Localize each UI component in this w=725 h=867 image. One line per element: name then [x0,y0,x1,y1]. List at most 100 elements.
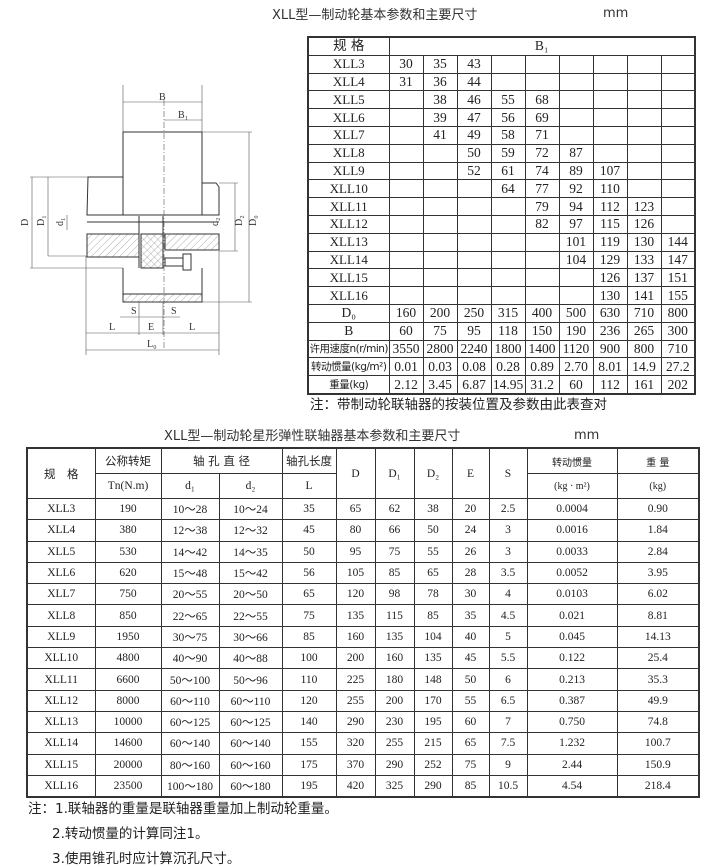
table-cell: 255 [335,689,376,712]
b1-cell [456,286,492,305]
table-cell: 325 [374,774,415,798]
param-value: 3550 [388,339,424,359]
table-row: XLL4 380 12～38 12～32 45 80 66 50 24 3 0.0016 1.84 [26,519,700,542]
table-cell: 135 [335,604,376,627]
b1-cell [524,250,560,270]
header-D2: D₂ [413,447,453,499]
param-value: 800 [660,303,696,323]
table-cell: 60～125 [218,710,283,734]
table-cell: 50 [413,519,453,542]
table-cell: 30～66 [218,625,283,649]
table-cell: 78 [413,583,453,606]
table-cell: XLL3 [26,497,96,521]
param-value: 3.45 [422,375,458,395]
header-bore-length: 轴孔长度 [281,447,337,474]
table-cell: 30 [451,583,490,606]
b1-cell: 147 [660,250,696,270]
param-row: D₀ 160 200 250 315 400 500 630 710 800 [307,303,696,323]
b1-cell: 46 [456,90,492,110]
table-cell: 0.90 [616,497,700,521]
param-row: B 60 75 95 118 150 190 236 265 300 [307,321,696,341]
table-cell: 1.232 [526,732,618,755]
label-B1: B₁ [178,110,188,121]
table-cell: 30～75 [160,625,220,649]
table-cell: 110 [281,668,337,691]
b1-cell [490,250,526,270]
table-row: XLL8 50 59 72 87 [307,143,696,163]
table-cell: 252 [413,753,453,776]
table-row: XLL15 126 137 151 [307,268,696,288]
table-cell: 290 [413,774,453,798]
b1-cell [388,232,424,252]
table-cell: 65 [413,561,453,585]
b1-cell: 50 [456,143,492,163]
table-cell: 4.5 [488,604,528,627]
b1-cell [558,268,594,288]
table-cell: 255 [374,732,415,755]
param-label: 许用速度n(r/min) [307,339,390,359]
brake-wheel-shape [122,131,203,216]
header-spec: 规 格 [307,36,390,56]
param-row: 转动惯量(kg/m²) 0.01 0.03 0.08 0.28 0.89 2.70 8.01 1… [307,357,696,377]
table-cell: 160 [374,647,415,670]
table-row: XLL5 530 14～42 14～35 50 95 75 55 26 3 0.0033 2.84 [26,540,700,563]
param-value: 14.9 [626,357,662,377]
b1-cell: 82 [524,214,560,234]
table-cell: 60 [451,710,490,734]
b1-cell [558,90,594,110]
b1-cell: 35 [422,54,458,74]
table-cell: 0.0103 [526,583,618,606]
param-value: 0.89 [524,357,560,377]
table-cell: 9 [488,753,528,776]
table-cell: 60～110 [160,689,220,712]
label-L-right: L [189,322,195,333]
table-cell: 14.13 [616,625,700,649]
table-cell: 0.0052 [526,561,618,585]
b1-cell [422,143,458,163]
table-cell: 49.9 [616,689,700,712]
b1-cell [422,268,458,288]
table-cell: 35 [281,497,337,521]
table-cell: 155 [281,732,337,755]
table-cell: 60～110 [218,689,283,712]
table-cell: 12～32 [218,519,283,542]
table-cell: 1.84 [616,519,700,542]
b1-cell [490,214,526,234]
param-value: 60 [388,321,424,341]
b1-cell [456,214,492,234]
table-cell: 56 [281,561,337,585]
b1-cell [388,125,424,145]
b1-cell: 55 [490,90,526,110]
spec-cell: XLL3 [307,54,390,74]
table-row: XLL5 38 46 55 68 [307,90,696,110]
b1-cell [456,268,492,288]
table-row: XLL11 6600 50～100 50～96 110 225 180 148 50 6 0.213… [26,668,700,691]
spec-cell: XLL9 [307,161,390,181]
header-inertia-unit: (kg · m²) [526,473,618,499]
b1-cell [558,125,594,145]
param-value: 1120 [558,339,594,359]
table-cell: 105 [335,561,376,585]
table-row: XLL10 64 77 92 110 [307,179,696,199]
param-value: 150 [524,321,560,341]
table-row: XLL14 14600 60～140 60～140 155 320 255 215 65 7.5 1… [26,732,700,755]
param-value: 710 [660,339,696,359]
b1-cell: 58 [490,125,526,145]
b1-cell [660,125,696,145]
coupling-note-3: 3.使用锥孔时应计算沉孔尺寸。 [52,851,241,867]
table-cell: 85 [451,774,490,798]
table-cell: 3.5 [488,561,528,585]
b1-cell [388,214,424,234]
param-value: 75 [422,321,458,341]
right-hub-shape [201,182,220,216]
label-D2: D₂ [234,215,245,226]
table-cell: 1950 [94,625,162,649]
table-cell: 175 [281,753,337,776]
b1-cell [558,108,594,127]
b1-cell: 126 [592,268,628,288]
table-cell: XLL6 [26,561,96,585]
param-row: 许用速度n(r/min) 3550 2800 2240 1800 1400 1120 900 8… [307,339,696,359]
table-cell: 75 [281,604,337,627]
table-cell: 6.5 [488,689,528,712]
table-row: XLL9 1950 30～75 30～66 85 160 135 104 40 5 0.045 14.… [26,625,700,649]
